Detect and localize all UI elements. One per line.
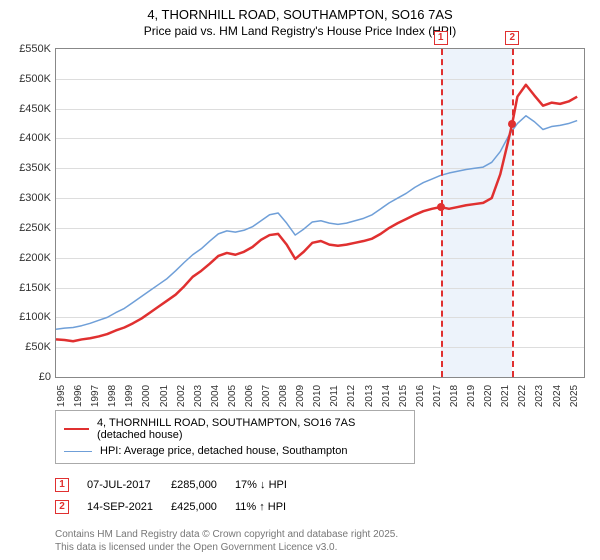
chart-svg — [56, 49, 584, 377]
transaction-price: £425,000 — [171, 496, 235, 518]
x-tick-label: 2012 — [346, 385, 357, 407]
x-tick-label: 2015 — [398, 385, 409, 407]
x-tick-label: 1997 — [90, 385, 101, 407]
event-badge: 2 — [505, 31, 519, 45]
plot-area: £0£50K£100K£150K£200K£250K£300K£350K£400… — [55, 48, 585, 378]
transaction-row: 2 14-SEP-2021£425,00011% ↑ HPI — [55, 496, 305, 518]
x-tick-label: 2019 — [466, 385, 477, 407]
x-tick-label: 2016 — [415, 385, 426, 407]
legend-area: 4, THORNHILL ROAD, SOUTHAMPTON, SO16 7AS… — [55, 410, 585, 518]
y-tick-label: £500K — [6, 73, 51, 85]
credits-line1: Contains HM Land Registry data © Crown c… — [55, 528, 398, 541]
y-tick-label: £50K — [6, 341, 51, 353]
event-line — [441, 49, 443, 377]
x-tick-label: 2018 — [449, 385, 460, 407]
x-tick-label: 1999 — [124, 385, 135, 407]
y-tick-label: £350K — [6, 162, 51, 174]
x-tick-label: 2013 — [364, 385, 375, 407]
x-tick-label: 2014 — [381, 385, 392, 407]
y-tick-label: £450K — [6, 103, 51, 115]
y-tick-label: £250K — [6, 222, 51, 234]
transaction-badge: 2 — [55, 500, 69, 514]
x-tick-label: 2006 — [244, 385, 255, 407]
x-tick-label: 2024 — [552, 385, 563, 407]
x-tick-label: 2020 — [483, 385, 494, 407]
y-tick-label: £550K — [6, 43, 51, 55]
x-tick-label: 2002 — [176, 385, 187, 407]
series-line — [56, 116, 577, 329]
transaction-price: £285,000 — [171, 474, 235, 496]
y-tick-label: £100K — [6, 311, 51, 323]
x-tick-label: 1998 — [107, 385, 118, 407]
y-tick-label: £200K — [6, 252, 51, 264]
x-tick-label: 2017 — [432, 385, 443, 407]
x-tick-label: 1995 — [56, 385, 67, 407]
x-tick-label: 2025 — [569, 385, 580, 407]
x-tick-label: 2003 — [193, 385, 204, 407]
legend-item: HPI: Average price, detached house, Sout… — [64, 443, 406, 459]
legend-label: 4, THORNHILL ROAD, SOUTHAMPTON, SO16 7AS… — [97, 417, 406, 441]
x-tick-label: 1996 — [73, 385, 84, 407]
x-tick-label: 2000 — [141, 385, 152, 407]
y-tick-label: £300K — [6, 192, 51, 204]
legend-swatch — [64, 428, 89, 430]
x-tick-label: 2023 — [534, 385, 545, 407]
transaction-badge: 1 — [55, 478, 69, 492]
transaction-row: 1 07-JUL-2017£285,00017% ↓ HPI — [55, 474, 305, 496]
legend-box: 4, THORNHILL ROAD, SOUTHAMPTON, SO16 7AS… — [55, 410, 415, 464]
series-line — [56, 85, 577, 341]
transaction-date: 07-JUL-2017 — [87, 474, 171, 496]
transaction-date: 14-SEP-2021 — [87, 496, 171, 518]
credits: Contains HM Land Registry data © Crown c… — [55, 528, 398, 554]
x-tick-label: 2005 — [227, 385, 238, 407]
series-marker — [508, 120, 516, 128]
legend-item: 4, THORNHILL ROAD, SOUTHAMPTON, SO16 7AS… — [64, 415, 406, 443]
event-line — [512, 49, 514, 377]
y-tick-label: £150K — [6, 282, 51, 294]
x-tick-label: 2021 — [500, 385, 511, 407]
y-tick-label: £0 — [6, 371, 51, 383]
legend-swatch — [64, 451, 92, 452]
x-tick-label: 2008 — [278, 385, 289, 407]
x-tick-label: 2001 — [159, 385, 170, 407]
chart-title: 4, THORNHILL ROAD, SOUTHAMPTON, SO16 7AS — [0, 0, 600, 24]
series-marker — [437, 203, 445, 211]
transactions-table: 1 07-JUL-2017£285,00017% ↓ HPI 2 14-SEP-202… — [55, 474, 305, 518]
y-tick-label: £400K — [6, 132, 51, 144]
x-tick-label: 2011 — [329, 385, 340, 407]
legend-label: HPI: Average price, detached house, Sout… — [100, 445, 347, 457]
event-badge: 1 — [434, 31, 448, 45]
transaction-delta: 17% ↓ HPI — [235, 474, 305, 496]
x-tick-label: 2004 — [210, 385, 221, 407]
x-tick-label: 2010 — [312, 385, 323, 407]
x-tick-label: 2022 — [517, 385, 528, 407]
x-tick-label: 2007 — [261, 385, 272, 407]
credits-line2: This data is licensed under the Open Gov… — [55, 541, 398, 554]
transaction-delta: 11% ↑ HPI — [235, 496, 305, 518]
x-tick-label: 2009 — [295, 385, 306, 407]
